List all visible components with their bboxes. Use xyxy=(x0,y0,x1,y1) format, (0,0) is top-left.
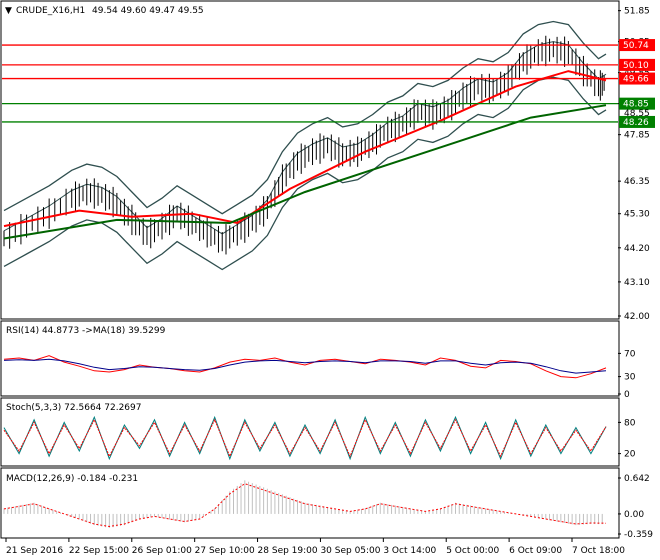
macd-layer: 0.642 0.00 -0.359 xyxy=(3,474,653,540)
stoch-header: Stoch(5,3,3) 72.5664 72.2697 xyxy=(6,403,141,413)
rsi-header: RSI(14) 44.8773 ->MA(18) 39.5299 xyxy=(6,326,166,336)
stoch-layer: 80 20 xyxy=(3,415,636,461)
price-y-label: 43.10 xyxy=(624,278,650,288)
rsi-series-line xyxy=(3,355,607,379)
level-tag-label: 50.74 xyxy=(623,41,649,51)
x-label: 3 Oct 14:00 xyxy=(383,546,436,556)
price-header-icon: ▼ xyxy=(5,6,12,16)
rsi-panel xyxy=(0,320,620,397)
x-label: 21 Sep 2016 xyxy=(6,546,63,556)
level-tag xyxy=(619,97,655,110)
x-label: 6 Oct 09:00 xyxy=(509,546,562,556)
level-tag xyxy=(619,72,655,85)
level-tag-label: 49.66 xyxy=(623,75,649,85)
rsi-y-label: 70 xyxy=(624,349,636,359)
rsi-y-label: 30 xyxy=(624,373,636,383)
price-header-ohlc: 49.54 49.60 49.47 49.55 xyxy=(92,6,204,16)
bollinger-upper xyxy=(3,20,607,215)
stoch-y-label: 80 xyxy=(624,418,636,428)
price-y-label: 46.35 xyxy=(624,177,650,187)
x-label: 30 Sep 05:00 xyxy=(320,546,380,556)
macd-signal-line xyxy=(3,483,607,528)
x-label: 7 Oct 18:00 xyxy=(572,546,625,556)
macd-y-label: 0.642 xyxy=(624,474,650,484)
price-layer: 51.8550.8549.8548.8547.8546.3545.3044.20… xyxy=(2,7,655,322)
macd-panel xyxy=(0,467,620,539)
level-tag xyxy=(619,115,655,128)
current-price-label: 48.55 xyxy=(624,109,650,119)
macd-y-label: -0.359 xyxy=(624,530,653,540)
axis-layer: 21 Sep 2016 22 Sep 15:00 26 Sep 01:00 27 Se… xyxy=(5,538,625,556)
price-y-label: 44.20 xyxy=(624,244,650,254)
x-label: 26 Sep 01:00 xyxy=(132,546,192,556)
price-y-label: 45.30 xyxy=(624,210,650,220)
level-tag xyxy=(619,39,655,52)
macd-y-label: 0.00 xyxy=(624,510,644,520)
price-y-label: 47.85 xyxy=(624,131,650,141)
bollinger-lower xyxy=(3,76,607,271)
x-label: 22 Sep 15:00 xyxy=(69,546,129,556)
x-label: 27 Sep 10:00 xyxy=(195,546,255,556)
ma-red-line xyxy=(3,70,607,228)
price-y-label: 51.85 xyxy=(624,7,650,17)
rsi-layer: 70 30 0 xyxy=(3,349,636,400)
stoch-series-line xyxy=(3,418,607,458)
stoch-y-label: 20 xyxy=(624,450,636,460)
x-label: 28 Sep 19:00 xyxy=(258,546,318,556)
price-header-symbol: CRUDE_X16,H1 xyxy=(16,6,85,16)
price-panel xyxy=(0,0,620,320)
rsi-y-label: 0 xyxy=(624,390,630,400)
level-tag-label: 48.85 xyxy=(623,100,649,110)
level-tag xyxy=(619,58,655,71)
rsi-series-line xyxy=(3,358,607,374)
stoch-panel xyxy=(0,397,620,467)
macd-header: MACD(12,26,9) -0.184 -0.231 xyxy=(6,474,138,484)
x-label: 5 Oct 00:00 xyxy=(446,546,499,556)
level-tag-label: 50.10 xyxy=(623,61,649,71)
level-tag-label: 48.26 xyxy=(623,118,649,128)
price-y-label: 42.00 xyxy=(624,312,650,322)
